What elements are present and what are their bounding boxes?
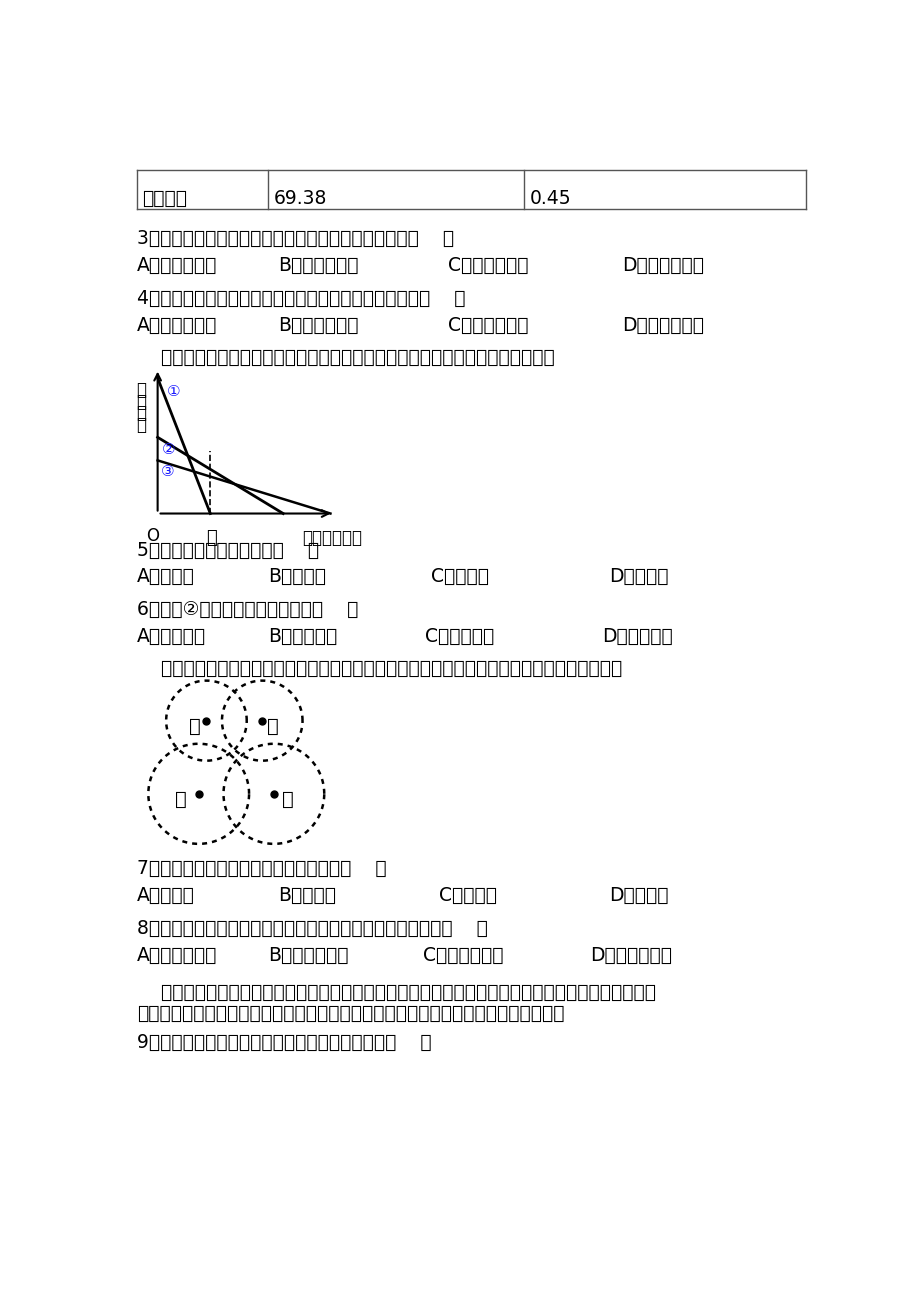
Text: C．行政辖区小: C．行政辖区小: [423, 945, 504, 965]
Text: 付: 付: [136, 381, 146, 400]
Text: 丁: 丁: [281, 790, 293, 809]
Text: B．乙和丙: B．乙和丙: [278, 887, 335, 905]
Text: 甲: 甲: [267, 717, 278, 736]
Text: 0.45: 0.45: [529, 189, 571, 208]
Text: C．死亡率较低: C．死亡率较低: [448, 256, 528, 275]
Text: C．自驾通畅: C．自驾通畅: [425, 626, 494, 646]
Text: B．经济水平低: B．经济水平低: [268, 945, 348, 965]
Text: B．环境优良: B．环境优良: [268, 626, 337, 646]
Text: 丙: 丙: [176, 790, 187, 809]
Text: 能: 能: [136, 404, 146, 422]
Text: D．老年人口多: D．老年人口多: [622, 256, 704, 275]
Text: 3．表中的东南亚国家劳动人口占比较大，主要原因是（    ）: 3．表中的东南亚国家劳动人口占比较大，主要原因是（ ）: [137, 229, 453, 249]
Text: B．住宅区: B．住宅区: [268, 568, 326, 586]
Text: 国内市场，还远销几十个国家，吸引了大量的鲜花收购企业落户。据此完成下面小题。: 国内市场，还远销几十个国家，吸引了大量的鲜花收购企业落户。据此完成下面小题。: [137, 1004, 563, 1023]
Text: 7．对服务人口争夺最激烈的两个城市是（    ）: 7．对服务人口争夺最激烈的两个城市是（ ）: [137, 859, 386, 879]
Text: B．迁入人口多: B．迁入人口多: [278, 256, 357, 275]
Text: 5．甲地的功能区最可能是（    ）: 5．甲地的功能区最可能是（ ）: [137, 540, 319, 560]
Text: D．交通不方便: D．交通不方便: [589, 945, 672, 965]
Text: 力: 力: [136, 415, 146, 434]
Text: A．出生率较高: A．出生率较高: [137, 256, 217, 275]
Text: A．生活方便: A．生活方便: [137, 626, 206, 646]
Text: 甲: 甲: [206, 529, 216, 547]
Text: 距市中心距离: 距市中心距离: [302, 529, 362, 547]
Text: 下图中甲乙丙丁是四个等级相同的地级城市，虚线表示各自的服务范围。读图完成下面小题。: 下图中甲乙丙丁是四个等级相同的地级城市，虚线表示各自的服务范围。读图完成下面小题…: [137, 659, 621, 678]
Text: O: O: [146, 527, 159, 546]
Text: C．工业区: C．工业区: [431, 568, 489, 586]
Text: A．消费能力强: A．消费能力强: [137, 315, 217, 335]
Text: A．甲和乙: A．甲和乙: [137, 887, 194, 905]
Text: 昆明是我国著名的春城，盛产鲜花，是我国主要的鲜花生产基地和贸易中心。其生产的鲜花不仅供应: 昆明是我国著名的春城，盛产鲜花，是我国主要的鲜花生产基地和贸易中心。其生产的鲜花…: [137, 983, 655, 1001]
Text: ③: ③: [161, 465, 175, 479]
Text: D．甲和地: D．甲和地: [608, 887, 668, 905]
Text: 9．昆明成为我国重要鲜花生产基地的主要优势是（    ）: 9．昆明成为我国重要鲜花生产基地的主要优势是（ ）: [137, 1034, 431, 1052]
Text: 马来西亚: 马来西亚: [142, 189, 187, 208]
Text: ②: ②: [162, 441, 176, 457]
Text: C．人工成本低: C．人工成本低: [448, 315, 528, 335]
Text: D．房价便宜: D．房价便宜: [601, 626, 672, 646]
Text: 租: 租: [136, 393, 146, 410]
Text: ①: ①: [166, 384, 180, 400]
Text: 8．甲乙两城市服务范围明显小于丙丁，最直接主要的原因是（    ）: 8．甲乙两城市服务范围明显小于丙丁，最直接主要的原因是（ ）: [137, 918, 487, 937]
Text: A．服务种类少: A．服务种类少: [137, 945, 217, 965]
Text: 乙: 乙: [189, 717, 201, 736]
Text: C．丙和丁: C．丙和丁: [438, 887, 496, 905]
Text: 69.38: 69.38: [274, 189, 327, 208]
Text: B．人口素质高: B．人口素质高: [278, 315, 357, 335]
Text: D．文化区: D．文化区: [608, 568, 668, 586]
Text: D．性别比合理: D．性别比合理: [622, 315, 704, 335]
Text: 下图示意城市中不同活动付租能力随距市中心远近的变化。读图完成下面小题。: 下图示意城市中不同活动付租能力随距市中心远近的变化。读图完成下面小题。: [137, 348, 554, 367]
Text: A．商业区: A．商业区: [137, 568, 194, 586]
Text: 6．活动②布局在市中心的优势是（    ）: 6．活动②布局在市中心的优势是（ ）: [137, 600, 357, 618]
Text: 4．从表中可知，东南亚国家吸引外资企业的投资优势是（    ）: 4．从表中可知，东南亚国家吸引外资企业的投资优势是（ ）: [137, 289, 465, 307]
